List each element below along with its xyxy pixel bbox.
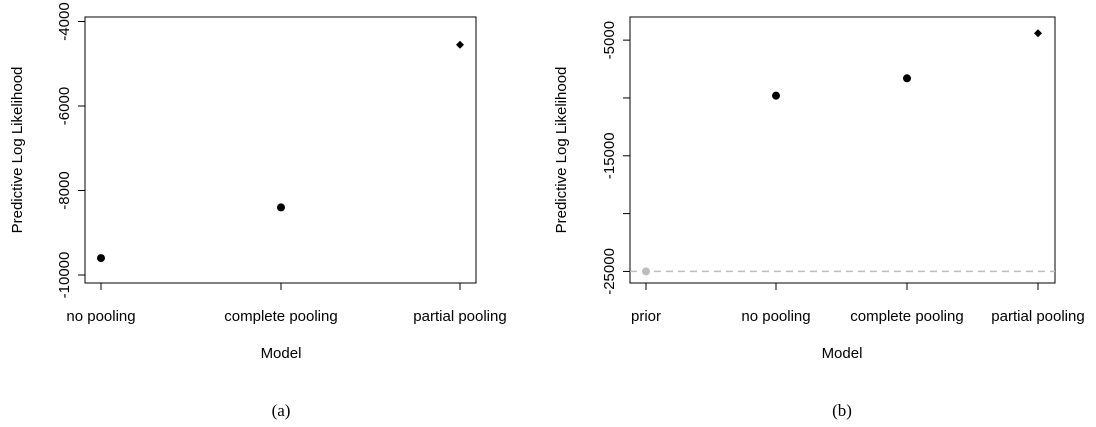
x-tick-label: partial pooling [991, 308, 1084, 325]
x-axis-label-a: Model [261, 345, 302, 362]
panel-a: -10000 -8000 -6000 -4000 no pooling complete… [9, 2, 507, 420]
data-point-partial-pooling [1034, 29, 1042, 38]
data-point-partial-pooling [456, 40, 464, 49]
y-tick-label: -5000 [601, 21, 618, 59]
x-tick-label: complete pooling [224, 308, 337, 325]
data-point-no-pooling [97, 254, 105, 263]
y-axis-label-b: Predictive Log Likelihood [553, 67, 570, 234]
data-point-complete-pooling [277, 203, 285, 212]
panel-b: -25000 -15000 -5000 prior no pooling complet… [553, 16, 1085, 420]
plot-frame-a [84, 16, 477, 284]
caption-b: (b) [832, 401, 852, 420]
y-axis-label-a: Predictive Log Likelihood [9, 67, 26, 234]
y-tick-label: -8000 [56, 171, 73, 209]
x-axis-label-b: Model [822, 345, 863, 362]
data-point-no-pooling [772, 91, 780, 100]
x-tick-label: no pooling [741, 308, 810, 325]
y-tick-label: -6000 [56, 87, 73, 125]
y-tick-label: -15000 [601, 132, 618, 179]
y-tick-label: -25000 [601, 248, 618, 295]
x-tick-label: complete pooling [850, 308, 963, 325]
y-tick-label: -4000 [56, 2, 73, 40]
caption-a: (a) [272, 401, 291, 420]
data-point-prior [642, 267, 650, 276]
data-point-complete-pooling [903, 74, 911, 83]
x-tick-label: prior [631, 308, 661, 325]
y-tick-label: -10000 [56, 252, 73, 299]
x-tick-label: no pooling [66, 308, 135, 325]
plot-frame-b [629, 16, 1056, 284]
x-tick-label: partial pooling [413, 308, 506, 325]
